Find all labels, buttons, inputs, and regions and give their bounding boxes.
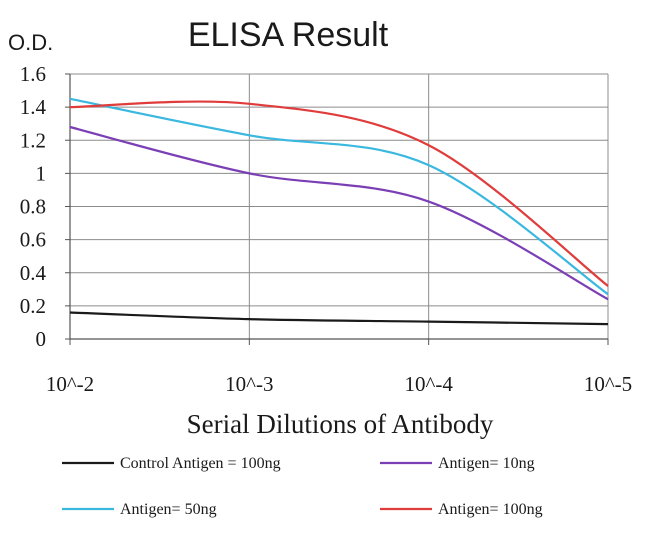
y-tick-label: 1.4 xyxy=(20,95,47,119)
chart-title: ELISA Result xyxy=(188,16,389,54)
y-tick-label: 1.6 xyxy=(20,62,46,86)
y-tick-labels: 0 0.2 0.4 0.6 0.8 1 1.2 1.4 1.6 xyxy=(20,62,47,351)
x-tick-label: 10^-5 xyxy=(584,372,632,396)
x-axis-label: Serial Dilutions of Antibody xyxy=(187,409,494,439)
legend-label-1: Antigen= 10ng xyxy=(438,455,535,472)
series-line-3 xyxy=(69,100,609,287)
y-axis-label: O.D. xyxy=(8,30,53,55)
y-tick-label: 1.2 xyxy=(20,128,46,152)
y-tick-label: 0.2 xyxy=(20,294,46,318)
y-tick-label: 0.8 xyxy=(20,195,46,219)
legend-label-0: Control Antigen = 100ng xyxy=(120,455,281,472)
gridlines xyxy=(70,73,609,339)
x-tick-labels: 10^-2 10^-3 10^-4 10^-5 xyxy=(46,372,632,396)
x-tick-label: 10^-3 xyxy=(225,372,273,396)
axes xyxy=(65,73,609,345)
legend: Control Antigen = 100ng Antigen= 10ng Anti… xyxy=(62,455,543,518)
series-lines xyxy=(69,97,609,326)
y-tick-label: 1 xyxy=(36,161,47,185)
series-line-0 xyxy=(69,311,609,326)
series-line-2 xyxy=(69,97,609,296)
y-tick-label: 0.4 xyxy=(20,261,47,285)
series-line-1 xyxy=(69,125,609,301)
x-tick-label: 10^-2 xyxy=(46,372,94,396)
legend-label-2: Antigen= 50ng xyxy=(120,501,217,518)
y-tick-label: 0.6 xyxy=(20,228,46,252)
legend-label-3: Antigen= 100ng xyxy=(438,501,543,518)
y-tick-label: 0 xyxy=(36,327,47,351)
x-tick-label: 10^-4 xyxy=(404,372,453,396)
